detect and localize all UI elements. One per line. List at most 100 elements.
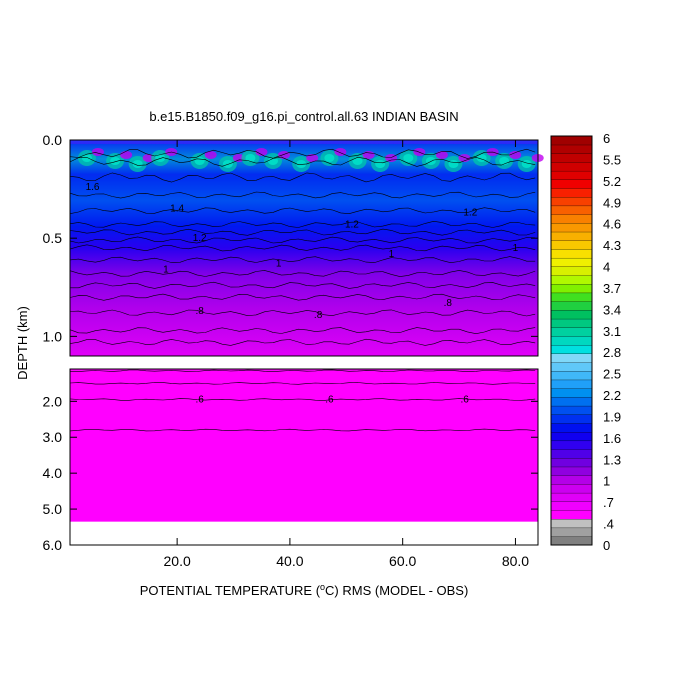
x-axis-label: POTENTIAL TEMPERATURE (oC) RMS (MODEL - … [140, 582, 469, 598]
colorbar-swatch [550, 379, 593, 389]
contour-label: 1.6 [86, 182, 100, 193]
colorbar-label: 1.9 [603, 409, 621, 424]
hotspot-magenta [91, 148, 104, 156]
lower-panel-field [70, 369, 538, 523]
colorbar-label: .4 [603, 517, 614, 532]
contour-line [69, 327, 536, 335]
colorbar-swatch [550, 483, 593, 494]
colorbar-swatch [550, 196, 593, 207]
colorbar-swatch [550, 370, 593, 381]
y-axis-label: DEPTH (km) [15, 306, 30, 380]
contour-line [69, 398, 536, 401]
y-tick-label: 5.0 [43, 501, 63, 517]
x-tick-label: 60.0 [389, 553, 416, 569]
contour-line [69, 338, 536, 346]
colorbar-swatch [550, 449, 593, 459]
hotspot-magenta [385, 154, 398, 162]
contour-label: 1.2 [345, 219, 359, 230]
colorbar-swatch [550, 292, 593, 302]
colorbar-swatch [550, 501, 593, 511]
contour-line [69, 382, 536, 385]
hotspot-inner [110, 157, 121, 165]
contour-label: .8 [196, 306, 205, 317]
contour-line [69, 228, 536, 236]
contour-line [69, 148, 536, 159]
contour-label: .6 [325, 395, 334, 406]
colorbar-swatch [550, 257, 593, 267]
chart-title: b.e15.B1850.f09_g16.pi_control.all.63 IN… [149, 109, 458, 124]
colorbar-swatch [550, 492, 593, 502]
colorbar-swatch [550, 527, 593, 537]
colorbar-swatch [550, 457, 593, 468]
colorbar-swatch [550, 266, 593, 276]
colorbar-label: 1 [603, 474, 610, 489]
colorbar-swatch [550, 466, 593, 476]
colorbar-label: 4.3 [603, 238, 621, 253]
contour-label: 1 [389, 249, 395, 260]
colorbar-swatch [550, 144, 593, 154]
y-tick-label: 0.0 [43, 132, 63, 148]
colorbar-swatch [550, 536, 593, 546]
lower-contour-labels: .6 .6 .6 [196, 395, 470, 406]
hotspot-inner [425, 157, 436, 165]
hotspot-inner [403, 154, 414, 162]
hotspot-inner [155, 154, 166, 162]
lower-contour-lines [69, 369, 538, 545]
colorbar-swatch [550, 431, 593, 442]
colorbar-swatch [550, 440, 593, 450]
colorbar-label: 4.6 [603, 217, 621, 232]
upper-panel: 1.6 1.4 1.2 1.2 1.2 1 1 1 1 .8 .8 .8 [69, 139, 544, 357]
colorbar-label: 0 [603, 538, 610, 553]
colorbar-swatch [550, 240, 593, 250]
colorbar-label: 6 [603, 131, 610, 146]
lower-panel: .6 .6 .6 [69, 368, 539, 546]
contour-line [69, 220, 536, 228]
contour-line [70, 281, 536, 289]
colorbar-label: 5.2 [603, 174, 621, 189]
hotspot-inner [448, 160, 459, 168]
colorbar: 6 5.5 5.2 4.9 4.6 4.3 4 3.7 3.4 3.1 2.8 2.5 2.2 1.9 1.… [550, 131, 621, 553]
colorbar-swatch [550, 214, 593, 224]
colorbar-swatch [550, 170, 593, 180]
colorbar-label: 3.1 [603, 324, 621, 339]
colorbar-swatch [550, 353, 593, 363]
hotspot-inner [222, 160, 233, 168]
colorbar-label: .7 [603, 495, 614, 510]
colorbar-swatch [550, 318, 593, 328]
colorbar-swatch [550, 205, 593, 215]
contour-line [69, 244, 536, 252]
colorbar-label: 4.9 [603, 195, 621, 210]
hotspot-inner [375, 160, 386, 168]
colorbar-swatch [550, 179, 593, 189]
contour-label: .8 [444, 298, 453, 309]
hotspot-inner [81, 154, 92, 162]
contour-line [69, 270, 536, 277]
colorbar-label: 2.5 [603, 367, 621, 382]
contour-label: 1 [513, 243, 519, 254]
lower-panel-frame [69, 368, 539, 546]
contour-line [69, 256, 536, 264]
colorbar-label: 3.7 [603, 281, 621, 296]
colorbar-swatch [550, 161, 593, 172]
colorbar-swatch [550, 309, 593, 320]
upper-y-axis: 0.0 0.5 1.0 [43, 132, 538, 344]
colorbar-swatch [550, 275, 593, 285]
colorbar-swatch [550, 396, 593, 407]
colorbar-label: 1.6 [603, 431, 621, 446]
hotspot-magenta [362, 151, 375, 159]
y-tick-label: 2.0 [43, 393, 63, 409]
no-data-region [70, 521, 538, 545]
colorbar-swatch [550, 188, 593, 198]
hotspot-magenta [435, 151, 448, 159]
hotspot-magenta [509, 151, 522, 159]
colorbar-swatch [550, 248, 593, 259]
colorbar-swatch [550, 510, 593, 520]
y-tick-label: 0.5 [43, 230, 63, 246]
colorbar-swatch [550, 283, 593, 294]
colorbar-swatch [550, 475, 593, 485]
contour-label: .8 [314, 310, 323, 321]
colorbar-swatch [550, 405, 593, 415]
upper-panel-frame [69, 139, 539, 357]
y-tick-label: 3.0 [43, 429, 63, 445]
